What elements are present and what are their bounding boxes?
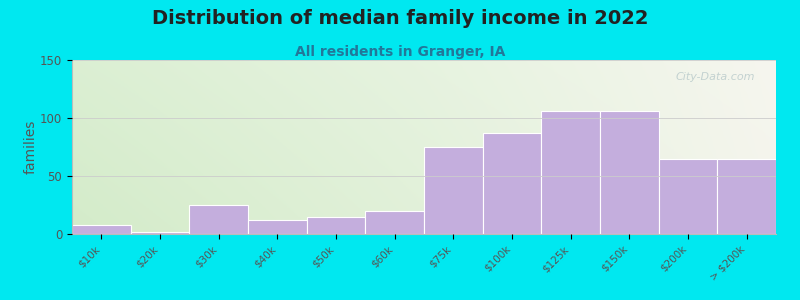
Bar [424, 147, 482, 234]
Bar [366, 211, 424, 234]
Bar [190, 205, 248, 234]
Text: City-Data.com: City-Data.com [675, 72, 755, 82]
Bar [600, 111, 658, 234]
Text: All residents in Granger, IA: All residents in Granger, IA [295, 45, 505, 59]
Bar [718, 159, 776, 234]
Bar [130, 232, 190, 234]
Bar [72, 225, 130, 234]
Y-axis label: families: families [23, 120, 38, 174]
Bar [482, 133, 542, 234]
Bar [306, 217, 366, 234]
Bar [248, 220, 306, 234]
Bar [658, 159, 718, 234]
Text: Distribution of median family income in 2022: Distribution of median family income in … [152, 9, 648, 28]
Bar [542, 111, 600, 234]
